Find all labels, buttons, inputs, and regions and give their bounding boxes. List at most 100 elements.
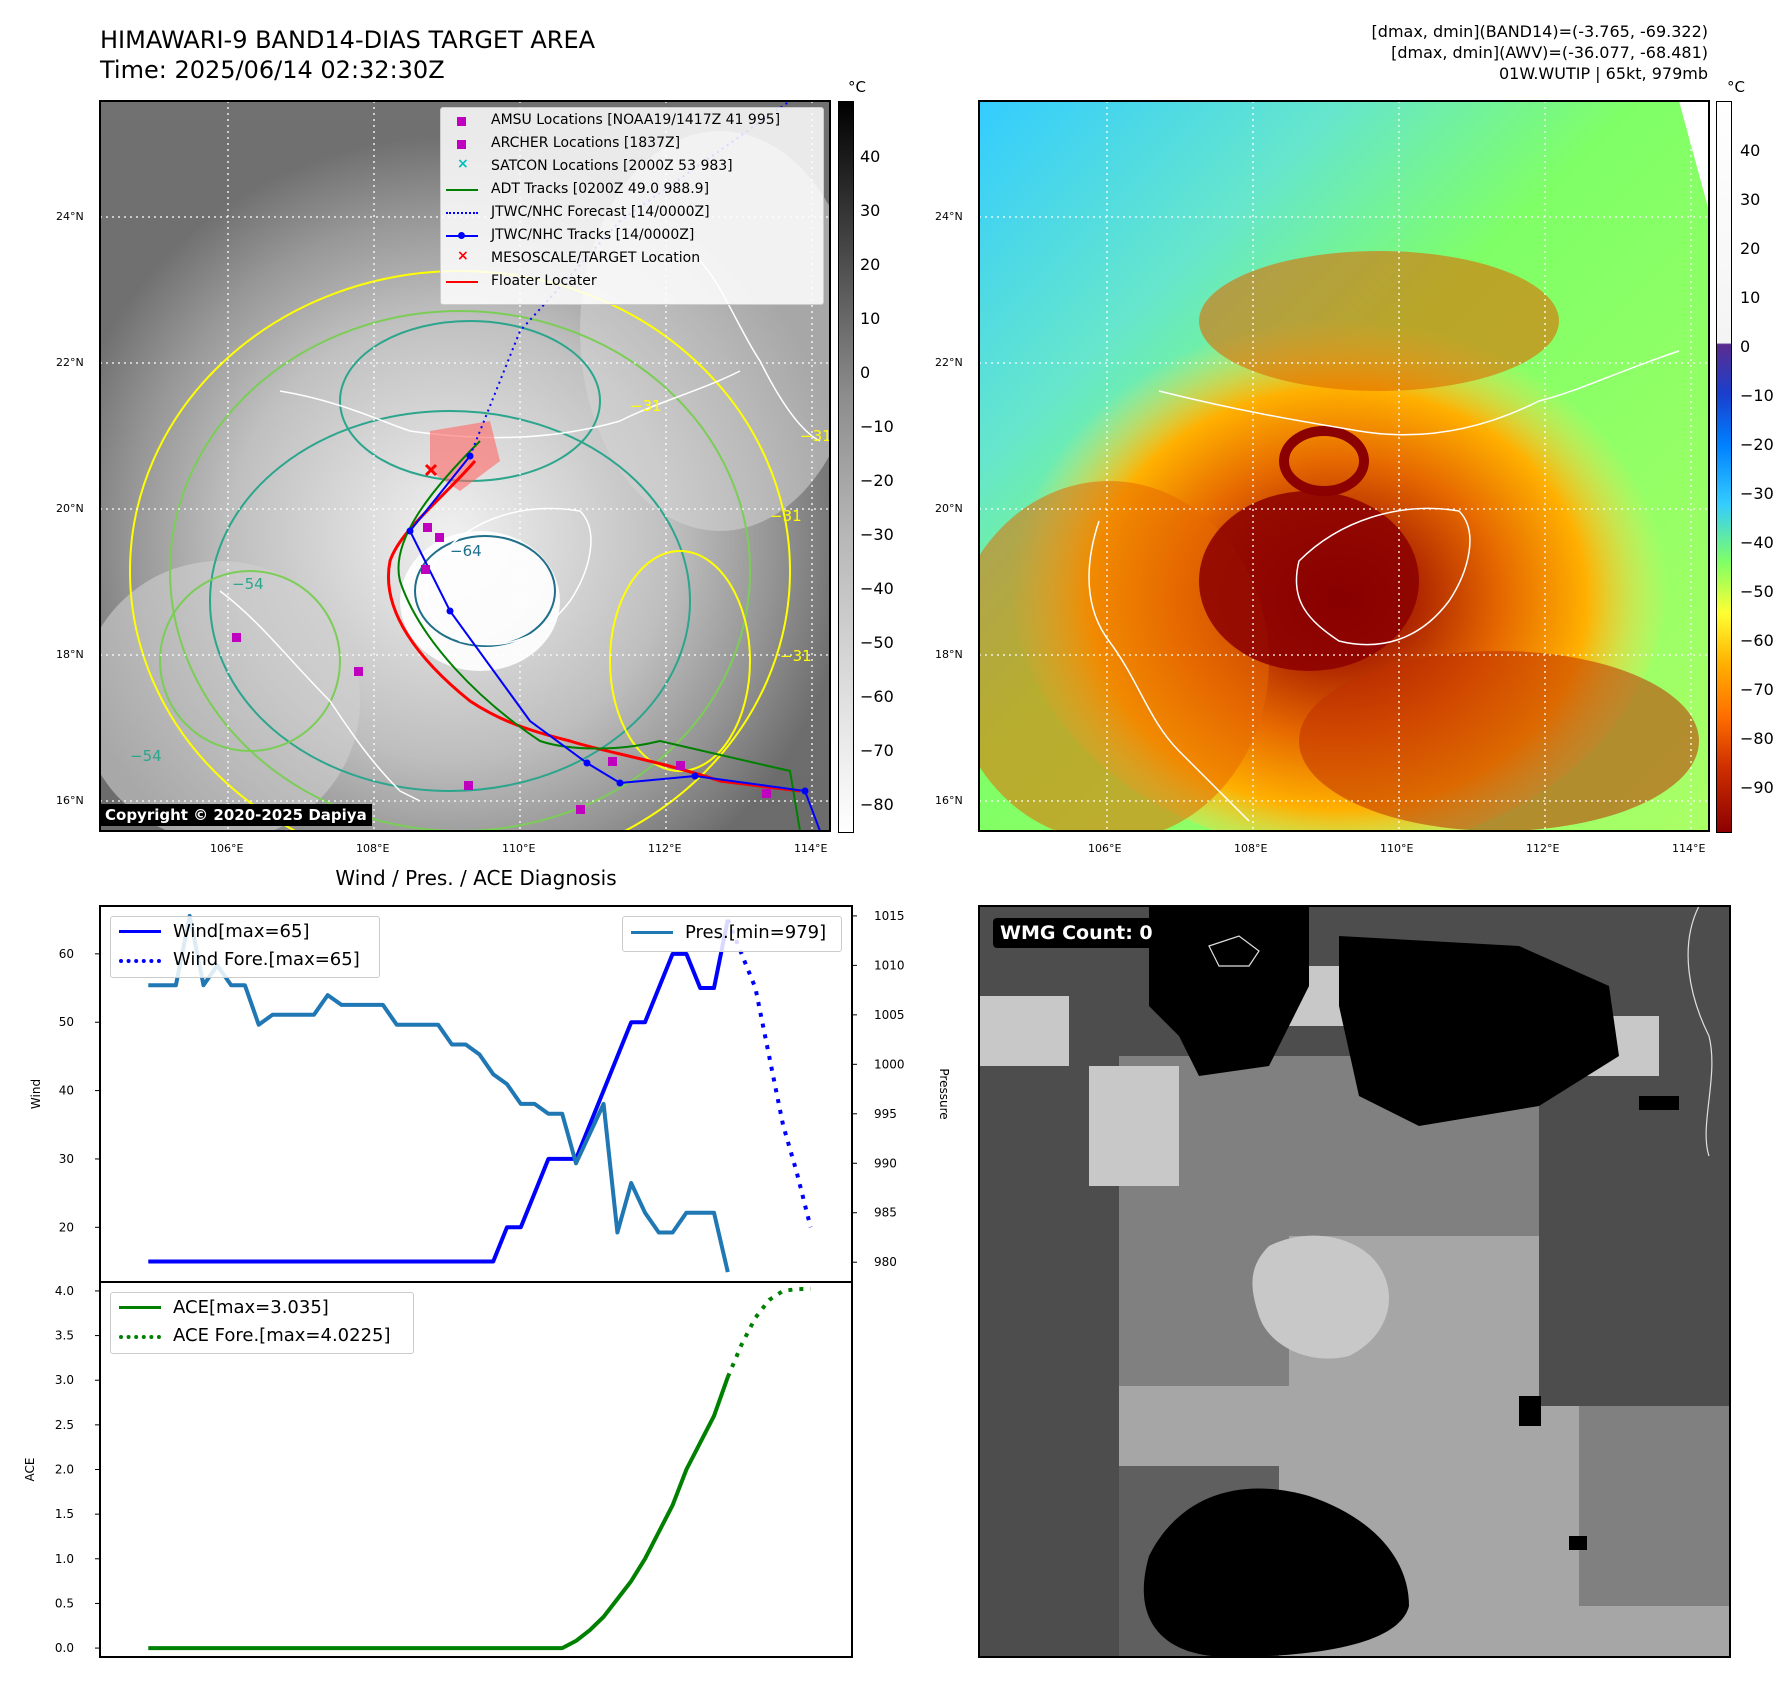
mesoscale-target-marker — [424, 463, 438, 477]
legend-label: ACE[max=3.035] — [173, 1297, 329, 1318]
lat-label: 16°N — [56, 794, 84, 807]
y-right-tick-label: 995 — [874, 1107, 897, 1121]
figure-title: HIMAWARI-9 BAND14-DIAS TARGET AREA — [100, 26, 596, 54]
ace-y-tick-label: 2.0 — [55, 1463, 74, 1477]
lat-label: 22°N — [56, 356, 84, 369]
lon-label: 112°E — [1526, 842, 1560, 855]
colorbar-tick: −70 — [1740, 680, 1774, 699]
contour-label: −31 — [780, 647, 812, 665]
wind-forecast-series-line — [725, 918, 813, 1228]
y-tick-label: 40 — [59, 1084, 74, 1098]
legend-label: Floater Locater — [491, 273, 597, 289]
colorbar-tick: −20 — [1740, 435, 1774, 454]
colorbar-tick: 0 — [1740, 337, 1751, 356]
ace-y-tick-label: 1.0 — [55, 1552, 74, 1566]
y-right-tick-label: 985 — [874, 1206, 897, 1220]
y-right-tick-label: 1010 — [874, 958, 905, 972]
legend-label: ARCHER Locations [1837Z] — [491, 135, 681, 151]
legend-line-icon — [119, 930, 161, 933]
colorbar-tick: 10 — [1740, 288, 1761, 307]
lon-label: 114°E — [1672, 842, 1706, 855]
legend-line-icon — [446, 281, 478, 283]
legend-x-icon: × — [457, 248, 469, 264]
ace-y-tick-label: 4.0 — [55, 1284, 74, 1298]
legend-line-icon — [119, 1306, 161, 1309]
legend-label: MESOSCALE/TARGET Location — [491, 250, 701, 266]
colorbar-tick: −20 — [860, 471, 894, 490]
colorbar-tick: −50 — [860, 633, 894, 652]
jtwc-forecast-track — [469, 101, 791, 457]
contour-label: −54 — [130, 747, 162, 765]
colorbar-tick: −30 — [1740, 484, 1774, 503]
y-right-tick-label: 990 — [874, 1156, 897, 1170]
contour-label: −64 — [450, 542, 482, 560]
awv-colorbar-unit: °C — [1727, 78, 1745, 96]
contour-label: −54 — [232, 575, 264, 593]
colorbar-tick: 40 — [860, 147, 881, 166]
colorbar-tick: −50 — [1740, 582, 1774, 601]
no-data-corner — [1679, 101, 1709, 211]
wind-axis-label: Wind — [29, 1079, 43, 1109]
lat-label: 22°N — [935, 356, 963, 369]
legend-label: ACE Fore.[max=4.0225] — [173, 1325, 391, 1346]
awv-water-vapor-map[interactable] — [979, 101, 1709, 831]
colorbar-tick: 20 — [860, 255, 881, 274]
ir-satellite-map[interactable]: −64 −54 −31 −31 −31 −54 −31 — [100, 101, 830, 831]
legend-square-icon — [457, 140, 466, 149]
colorbar-tick: −90 — [1740, 778, 1774, 797]
archer-amsu-markers — [232, 523, 771, 814]
colorbar-tick: −80 — [1740, 729, 1774, 748]
legend-label: SATCON Locations [2000Z 53 983] — [491, 158, 733, 174]
figure-time: Time: 2025/06/14 02:32:30Z — [100, 56, 445, 84]
legend-dotted-line-icon — [119, 959, 161, 963]
colorbar-tick: 20 — [1740, 239, 1761, 258]
lon-label: 108°E — [356, 842, 390, 855]
awv-colorbar — [1716, 101, 1732, 833]
ace-series-line — [148, 1376, 730, 1651]
y-right-tick-label: 1000 — [874, 1057, 905, 1071]
lon-label: 108°E — [1234, 842, 1268, 855]
y-tick-label: 20 — [59, 1220, 74, 1234]
legend-label: AMSU Locations [NOAA19/1417Z 41 995] — [491, 112, 781, 128]
ir-map-legend: AMSU Locations [NOAA19/1417Z 41 995] ARC… — [440, 107, 824, 305]
lat-label: 24°N — [56, 210, 84, 223]
colorbar-tick: −60 — [1740, 631, 1774, 650]
legend-dotted-line-icon — [446, 212, 478, 214]
y-right-tick-label: 1015 — [874, 909, 905, 923]
colorbar-tick: 30 — [860, 201, 881, 220]
ace-forecast-series-line — [725, 1286, 811, 1378]
ir-colorbar-unit: °C — [848, 78, 866, 96]
lon-label: 110°E — [502, 842, 536, 855]
colorbar-tick: 0 — [860, 363, 871, 382]
ace-y-tick-label: 3.0 — [55, 1373, 74, 1387]
y-right-tick-label: 980 — [874, 1255, 897, 1269]
lon-label: 112°E — [648, 842, 682, 855]
colorbar-tick: −10 — [1740, 386, 1774, 405]
lat-label: 20°N — [56, 502, 84, 515]
awv-map-canvas — [979, 101, 1709, 831]
wmg-panel[interactable]: WMG Count: 0 — [979, 906, 1730, 1657]
y-right-tick-label: 1005 — [874, 1008, 905, 1022]
lon-label: 114°E — [794, 842, 828, 855]
legend-x-icon: × — [457, 156, 469, 172]
colorbar-tick: −80 — [860, 795, 894, 814]
legend-label: Wind[max=65] — [173, 921, 310, 942]
contour-label: −31 — [630, 397, 662, 415]
contour-label: −31 — [800, 427, 830, 445]
colorbar-tick: 10 — [860, 309, 881, 328]
colorbar-tick: −40 — [860, 579, 894, 598]
ace-legend: ACE[max=3.035] ACE Fore.[max=4.0225] — [110, 1292, 414, 1354]
lat-label: 24°N — [935, 210, 963, 223]
legend-dot-icon — [458, 232, 465, 239]
colorbar-tick: −30 — [860, 525, 894, 544]
stats-band14: [dmax, dmin](BAND14)=(-3.765, -69.322) — [1371, 22, 1708, 41]
legend-dotted-line-icon — [119, 1335, 161, 1339]
lon-label: 110°E — [1380, 842, 1414, 855]
colorbar-tick: 30 — [1740, 190, 1761, 209]
ir-colorbar — [838, 101, 854, 833]
lat-label: 18°N — [935, 648, 963, 661]
legend-label: JTWC/NHC Forecast [14/0000Z] — [491, 204, 710, 220]
lat-label: 18°N — [56, 648, 84, 661]
storm-info: 01W.WUTIP | 65kt, 979mb — [1498, 64, 1708, 83]
legend-line-icon — [446, 189, 478, 191]
